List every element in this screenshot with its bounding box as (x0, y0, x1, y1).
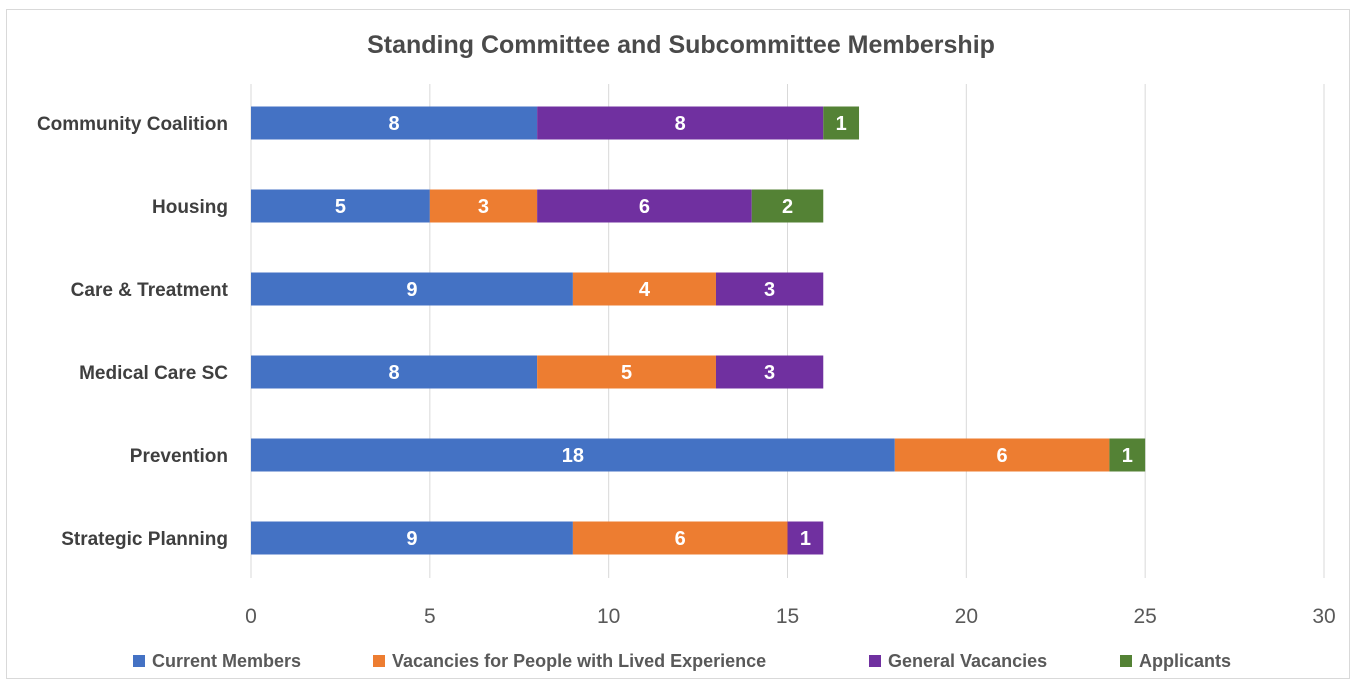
data-label: 2 (782, 196, 793, 218)
data-label: 1 (1122, 445, 1133, 467)
bar-segment (429, 189, 538, 223)
bar-segment (823, 106, 860, 140)
bar-segment (251, 355, 538, 389)
data-label: 1 (836, 113, 847, 135)
bar-segment (1109, 438, 1146, 472)
gridlines (250, 84, 1325, 578)
legend: Current Members Vacancies for People with… (133, 651, 1231, 671)
bar-segment (751, 189, 824, 223)
legend-label: Applicants (1139, 651, 1231, 671)
x-tick-label: 20 (955, 605, 978, 628)
legend-label: Vacancies for People with Lived Experien… (392, 651, 766, 671)
data-label: 3 (764, 279, 775, 301)
data-label: 6 (675, 528, 686, 550)
x-tick-label: 10 (597, 605, 620, 628)
x-tick-label: 5 (424, 605, 436, 628)
category-label: Strategic Planning (61, 529, 228, 550)
category-label: Community Coalition (37, 114, 228, 135)
category-label: Housing (152, 197, 228, 218)
bar-segment (251, 521, 573, 555)
bar-segment (251, 438, 895, 472)
legend-swatch (373, 655, 385, 667)
data-label: 1 (800, 528, 811, 550)
data-label: 9 (406, 279, 417, 301)
data-label: 6 (639, 196, 650, 218)
bar-segment (894, 438, 1110, 472)
category-labels: Community Coalition Housing Care & Treatme… (37, 114, 229, 550)
bar-segment (787, 521, 824, 555)
data-label: 6 (997, 445, 1008, 467)
data-label: 9 (406, 528, 417, 550)
legend-swatch (869, 655, 881, 667)
bar-segment (572, 521, 788, 555)
data-label: 5 (621, 362, 632, 384)
category-label: Prevention (130, 446, 228, 467)
data-label: 8 (389, 362, 400, 384)
bar-segment (715, 355, 824, 389)
x-tick-label: 25 (1133, 605, 1156, 628)
data-label: 3 (764, 362, 775, 384)
data-label: 4 (639, 279, 651, 301)
category-label: Care & Treatment (71, 280, 229, 301)
bar-segment (537, 106, 824, 140)
x-tick-label: 30 (1312, 605, 1335, 628)
x-axis-tick-labels: 0 5 10 15 20 25 30 (245, 605, 1336, 628)
legend-label: General Vacancies (888, 651, 1047, 671)
chart-title: Standing Committee and Subcommittee Memb… (367, 31, 995, 59)
x-tick-label: 15 (776, 605, 799, 628)
data-label: 3 (478, 196, 489, 218)
legend-label: Current Members (152, 651, 301, 671)
bar-segment (251, 189, 430, 223)
bar-segment (251, 272, 573, 306)
data-label: 8 (389, 113, 400, 135)
data-label: 5 (335, 196, 346, 218)
x-tick-label: 0 (245, 605, 257, 628)
bar-segment (572, 272, 716, 306)
bars: 8 8 1 5 3 6 2 9 4 3 8 5 3 18 6 1 9 6 1 (251, 106, 1146, 555)
legend-swatch (133, 655, 145, 667)
data-label: 8 (675, 113, 686, 135)
bar-segment (715, 272, 824, 306)
data-label: 18 (562, 445, 584, 467)
legend-swatch (1120, 655, 1132, 667)
bar-segment (251, 106, 538, 140)
category-label: Medical Care SC (79, 363, 228, 384)
bar-segment (537, 189, 752, 223)
bar-segment (537, 355, 716, 389)
